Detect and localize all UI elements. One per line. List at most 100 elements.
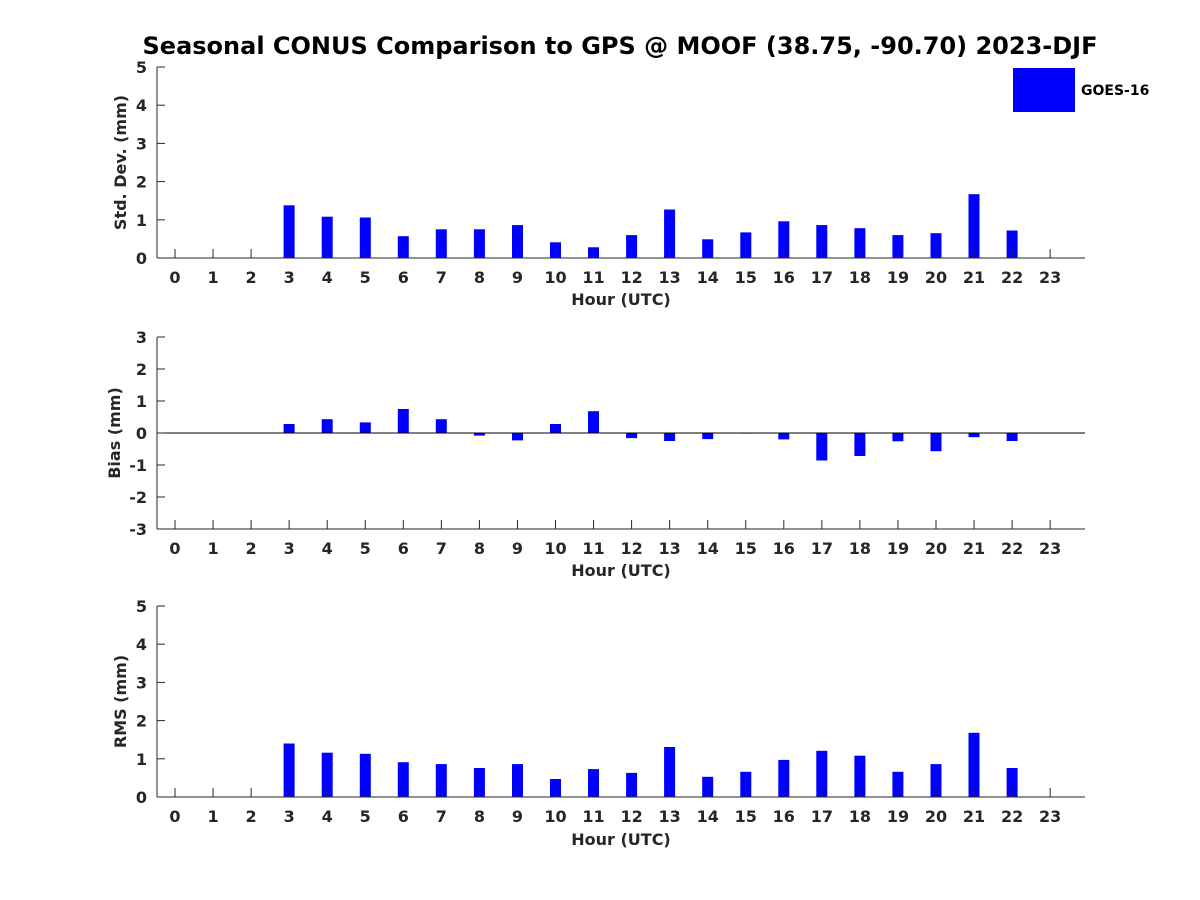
x-tick-label: 2 bbox=[246, 807, 257, 826]
bar-hour-19 bbox=[892, 433, 904, 442]
x-tick-label: 15 bbox=[735, 539, 757, 558]
y-tick-label: -3 bbox=[129, 520, 147, 539]
x-tick-label: 13 bbox=[659, 539, 681, 558]
bar-hour-13 bbox=[664, 433, 676, 441]
x-tick-label: 13 bbox=[659, 268, 681, 287]
bar-hour-16 bbox=[778, 433, 790, 440]
x-tick-label: 7 bbox=[436, 268, 447, 287]
x-tick-label: 18 bbox=[849, 268, 871, 287]
x-tick-label: 7 bbox=[436, 807, 447, 826]
bar-hour-15 bbox=[740, 771, 752, 797]
y-tick-label: -2 bbox=[129, 488, 147, 507]
x-tick-label: 22 bbox=[1001, 539, 1023, 558]
x-tick-label: 20 bbox=[925, 807, 947, 826]
x-axis-label: Hour (UTC) bbox=[571, 290, 671, 309]
x-tick-label: 18 bbox=[849, 807, 871, 826]
x-tick-label: 22 bbox=[1001, 268, 1023, 287]
bar-hour-22 bbox=[1006, 768, 1018, 797]
bar-hour-18 bbox=[854, 755, 866, 797]
x-tick-label: 6 bbox=[398, 268, 409, 287]
x-tick-label: 0 bbox=[169, 807, 180, 826]
x-tick-label: 5 bbox=[360, 807, 371, 826]
bar-hour-12 bbox=[626, 433, 638, 439]
bar-hour-20 bbox=[930, 433, 942, 452]
x-tick-label: 3 bbox=[284, 807, 295, 826]
x-tick-label: 23 bbox=[1039, 268, 1061, 287]
x-tick-label: 8 bbox=[474, 807, 485, 826]
x-tick-label: 12 bbox=[620, 807, 642, 826]
x-tick-label: 16 bbox=[773, 268, 795, 287]
bar-hour-4 bbox=[321, 752, 333, 797]
x-tick-label: 17 bbox=[811, 539, 833, 558]
x-tick-label: 12 bbox=[620, 539, 642, 558]
x-tick-label: 22 bbox=[1001, 807, 1023, 826]
x-tick-label: 2 bbox=[246, 268, 257, 287]
bar-hour-20 bbox=[930, 233, 942, 258]
x-tick-label: 13 bbox=[659, 807, 681, 826]
bar-hour-12 bbox=[626, 235, 638, 258]
x-tick-label: 4 bbox=[322, 268, 333, 287]
y-axis-label: RMS (mm) bbox=[111, 655, 130, 748]
bar-hour-9 bbox=[512, 433, 523, 441]
x-tick-label: 23 bbox=[1039, 807, 1061, 826]
x-tick-label: 17 bbox=[811, 268, 833, 287]
y-tick-label: 5 bbox=[136, 58, 147, 77]
bar-hour-7 bbox=[435, 229, 447, 258]
bar-hour-14 bbox=[702, 239, 714, 258]
x-tick-label: 16 bbox=[773, 539, 795, 558]
legend-swatch bbox=[1013, 68, 1075, 112]
x-tick-label: 15 bbox=[735, 268, 757, 287]
x-tick-label: 9 bbox=[512, 807, 523, 826]
bar-hour-11 bbox=[588, 769, 599, 797]
bar-hour-22 bbox=[1006, 230, 1018, 258]
bar-hour-17 bbox=[816, 225, 828, 258]
x-tick-label: 9 bbox=[512, 539, 523, 558]
y-tick-label: 3 bbox=[136, 673, 147, 692]
bar-hour-21 bbox=[968, 732, 980, 797]
bar-hour-9 bbox=[512, 225, 523, 258]
bar-hour-8 bbox=[473, 768, 485, 797]
y-tick-label: 2 bbox=[136, 712, 147, 731]
bar-hour-21 bbox=[968, 433, 980, 438]
bar-hour-12 bbox=[626, 772, 638, 797]
y-tick-label: 1 bbox=[136, 211, 147, 230]
bar-hour-17 bbox=[816, 433, 828, 461]
x-tick-label: 14 bbox=[697, 539, 719, 558]
x-tick-label: 14 bbox=[697, 807, 719, 826]
y-tick-label: 4 bbox=[136, 635, 147, 654]
y-tick-label: 3 bbox=[136, 134, 147, 153]
y-tick-label: 0 bbox=[136, 424, 147, 443]
x-tick-label: 7 bbox=[436, 539, 447, 558]
x-tick-label: 6 bbox=[398, 539, 409, 558]
bar-hour-17 bbox=[816, 750, 828, 797]
x-tick-label: 4 bbox=[322, 807, 333, 826]
bar-hour-18 bbox=[854, 433, 866, 456]
x-tick-label: 3 bbox=[284, 268, 295, 287]
x-tick-label: 1 bbox=[207, 539, 218, 558]
x-tick-label: 23 bbox=[1039, 539, 1061, 558]
y-tick-label: -1 bbox=[129, 456, 147, 475]
x-axis-label: Hour (UTC) bbox=[571, 830, 671, 849]
x-tick-label: 2 bbox=[246, 539, 257, 558]
x-tick-label: 12 bbox=[620, 268, 642, 287]
x-tick-label: 20 bbox=[925, 539, 947, 558]
bar-hour-7 bbox=[435, 764, 447, 797]
bar-hour-8 bbox=[473, 433, 485, 436]
bar-hour-4 bbox=[321, 419, 333, 433]
x-tick-label: 21 bbox=[963, 539, 985, 558]
y-tick-label: 4 bbox=[136, 96, 147, 115]
bar-hour-5 bbox=[359, 753, 371, 797]
x-tick-label: 10 bbox=[544, 268, 566, 287]
bar-hour-5 bbox=[359, 217, 371, 258]
x-tick-label: 0 bbox=[169, 539, 180, 558]
bar-hour-14 bbox=[702, 433, 714, 440]
x-tick-label: 6 bbox=[398, 807, 409, 826]
bar-hour-19 bbox=[892, 771, 904, 797]
y-tick-label: 5 bbox=[136, 597, 147, 616]
bar-hour-13 bbox=[664, 209, 676, 258]
bar-hour-6 bbox=[397, 409, 409, 433]
